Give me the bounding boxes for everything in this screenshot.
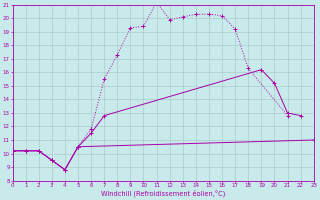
X-axis label: Windchill (Refroidissement éolien,°C): Windchill (Refroidissement éolien,°C) <box>101 190 225 197</box>
